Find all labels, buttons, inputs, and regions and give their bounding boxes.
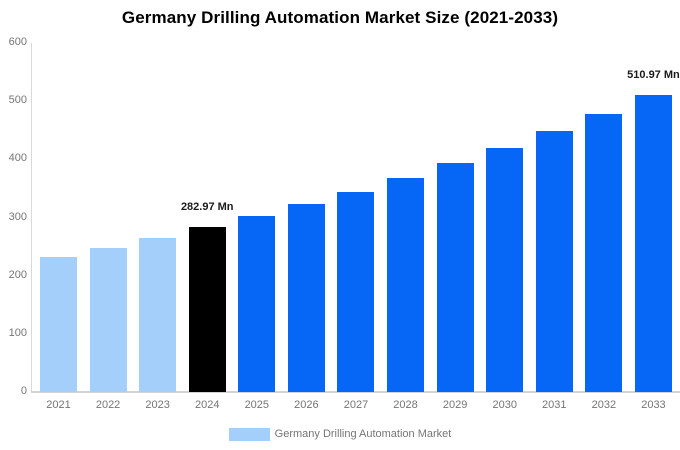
- legend-label: Germany Drilling Automation Market: [274, 428, 452, 440]
- x-tick-label-2026: 2026: [294, 399, 319, 411]
- x-tick-label-2027: 2027: [343, 399, 369, 411]
- annotation-2024: 282.97 Mn: [180, 201, 234, 214]
- bar-2026[interactable]: [287, 204, 325, 392]
- x-tick-label-2030: 2030: [492, 399, 517, 411]
- y-tick-label-500: 500: [8, 94, 27, 107]
- legend-swatch: [228, 427, 270, 441]
- bar-2031[interactable]: [535, 131, 573, 392]
- y-tick-label-400: 400: [8, 152, 27, 165]
- y-tick-label-0: 0: [20, 385, 27, 397]
- bar-2028[interactable]: [387, 177, 425, 392]
- x-tick-label-2032: 2032: [591, 399, 617, 411]
- legend[interactable]: Germany Drilling Automation Market: [0, 426, 680, 442]
- bar-2030[interactable]: [486, 147, 524, 392]
- y-tick-label-300: 300: [8, 210, 27, 223]
- bar-2032[interactable]: [585, 113, 623, 392]
- x-tick-label-2024: 2024: [194, 399, 220, 411]
- x-tick-label-2022: 2022: [95, 399, 121, 411]
- y-tick-label-200: 200: [8, 268, 27, 281]
- y-tick-label-600: 600: [8, 36, 27, 48]
- x-tick-label-2023: 2023: [145, 399, 170, 411]
- bar-2029[interactable]: [436, 163, 474, 392]
- x-tick-label-2031: 2031: [542, 399, 567, 411]
- x-tick-label-2029: 2029: [442, 399, 468, 411]
- y-axis-line: [31, 43, 32, 392]
- bar-2022[interactable]: [89, 247, 127, 392]
- x-tick-label-2028: 2028: [393, 399, 418, 411]
- bar-2027[interactable]: [337, 191, 375, 392]
- x-tick-label-2025: 2025: [244, 399, 270, 411]
- x-axis-line: [31, 391, 680, 393]
- bar-2021[interactable]: [40, 256, 77, 392]
- annotation-2033: 510.97 Mn: [627, 68, 680, 81]
- bar-2024[interactable]: [188, 227, 226, 392]
- bar-2023[interactable]: [139, 237, 177, 392]
- chart-title: Germany Drilling Automation Market Size …: [121, 8, 559, 27]
- bar-2033[interactable]: [634, 94, 672, 392]
- bar-2025[interactable]: [238, 216, 276, 392]
- y-tick-label-100: 100: [8, 326, 27, 339]
- x-tick-label-2033: 2033: [641, 399, 666, 411]
- x-tick-label-2021: 2021: [46, 399, 71, 411]
